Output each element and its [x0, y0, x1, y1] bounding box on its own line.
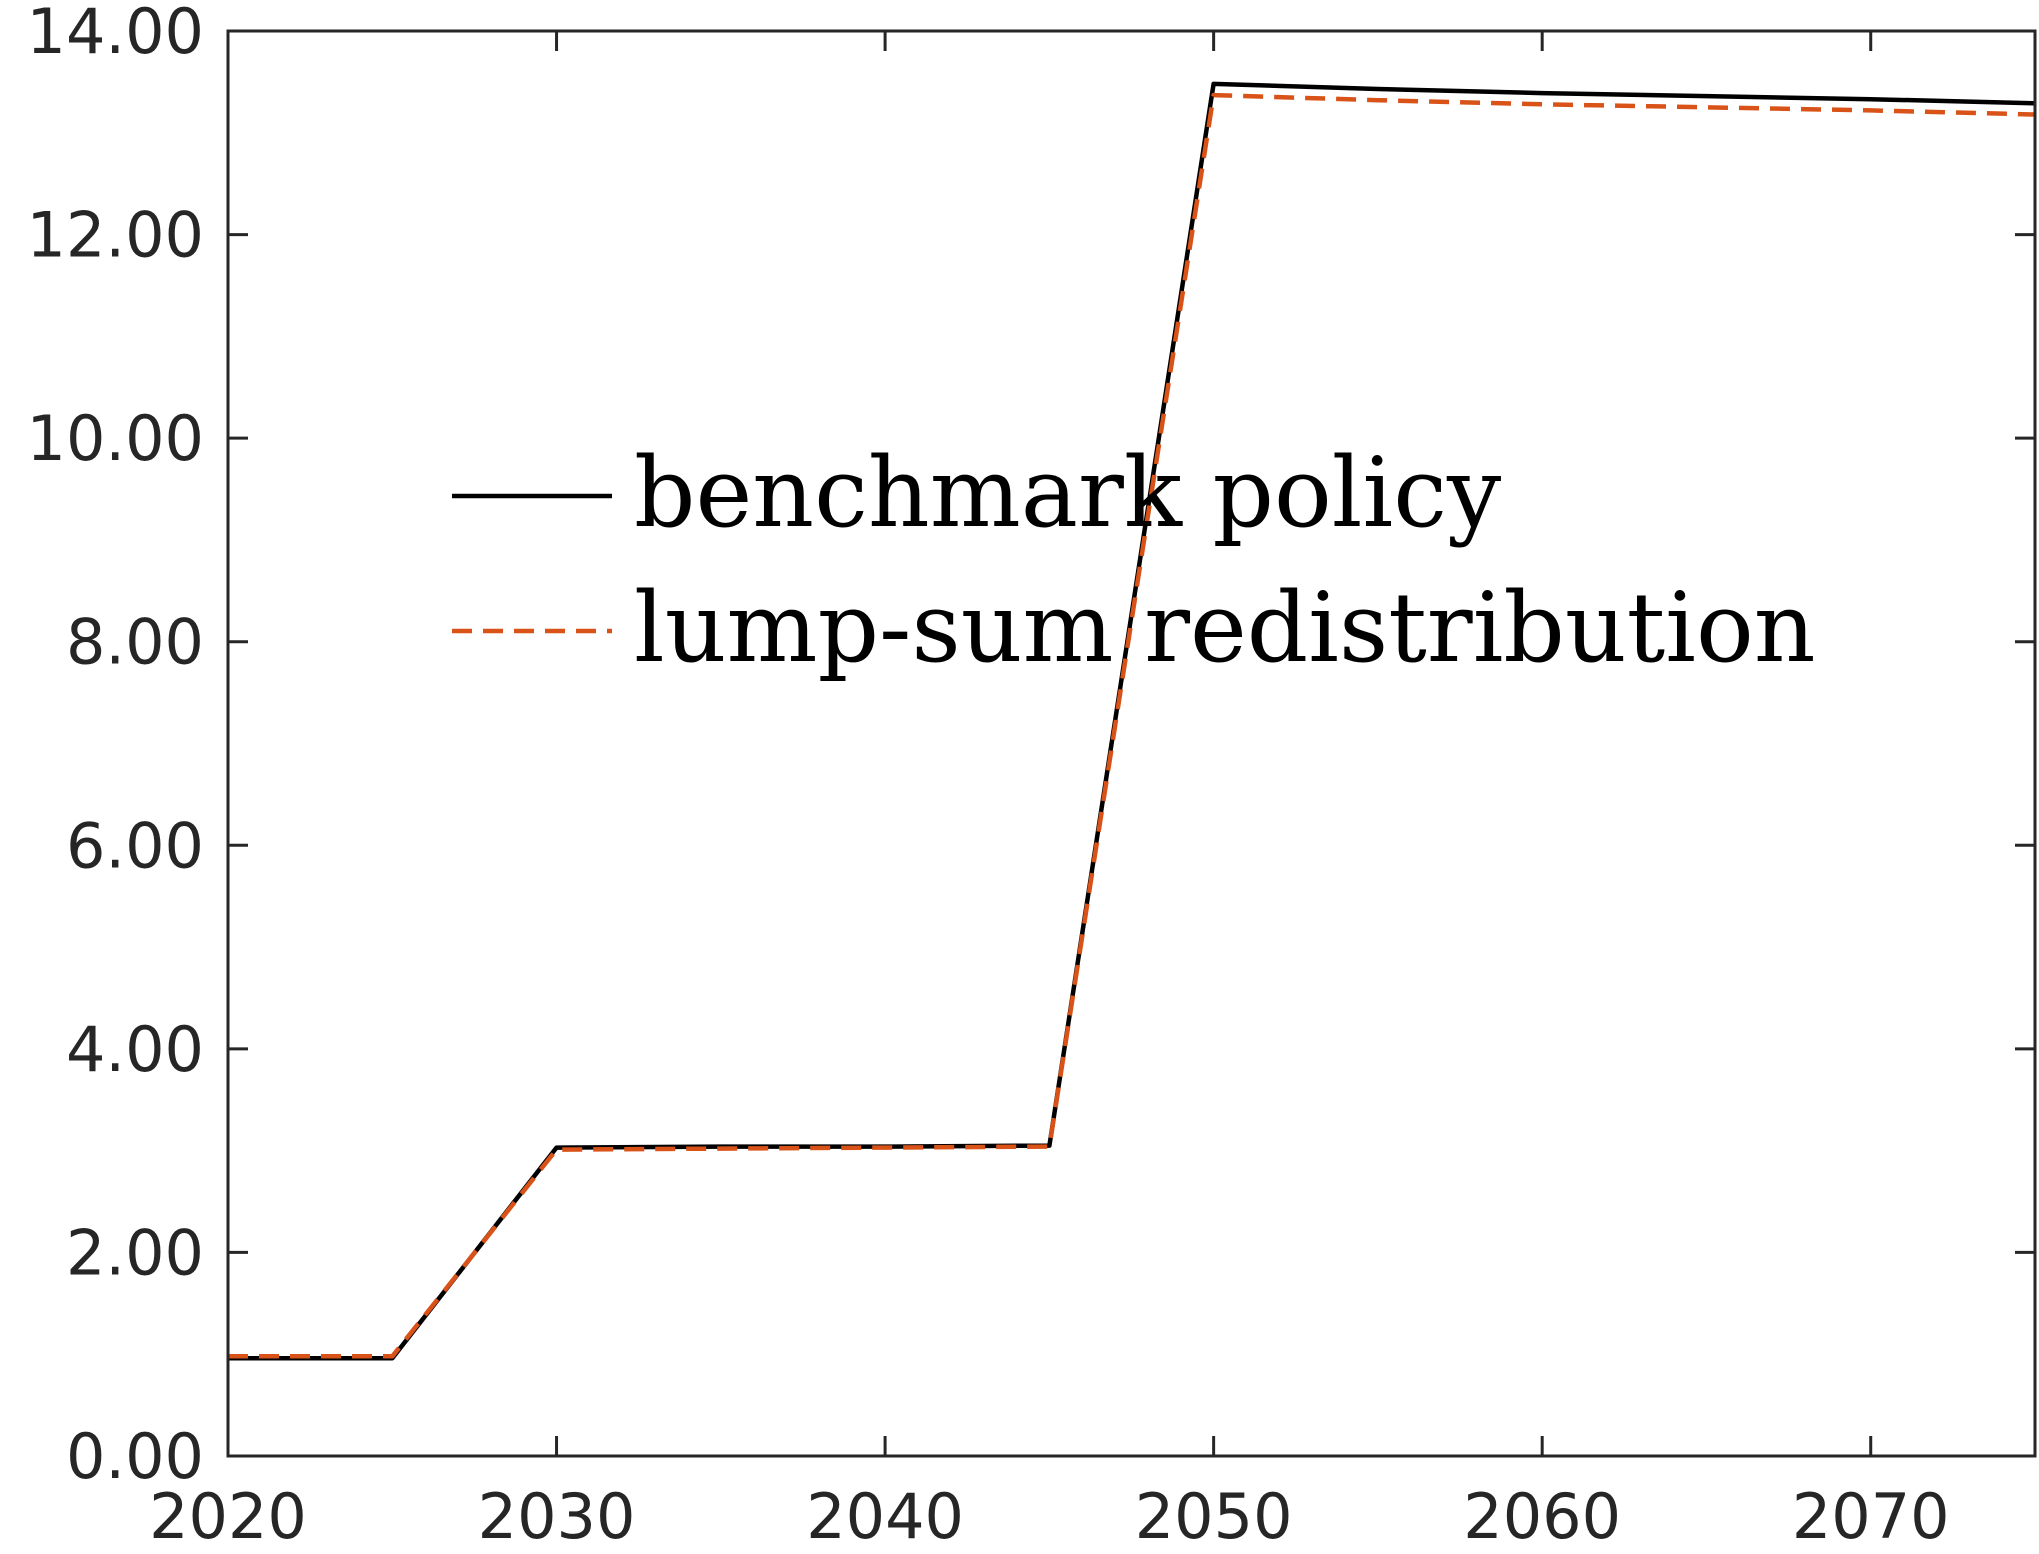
axis-ticks	[226, 29, 2035, 1458]
x-tick-label: 2040	[806, 1480, 964, 1553]
y-axis-tick-labels: 0.00 2.00 4.00 6.00 8.00 10.00 12.00 14.00	[27, 0, 205, 1493]
y-tick-label: 0.00	[66, 1420, 204, 1493]
benchmark-policy-line	[228, 81, 2036, 1361]
lump-sum-redistribution-line	[228, 92, 2036, 1359]
y-tick-label: 10.00	[27, 402, 205, 475]
series-lines	[228, 81, 2036, 1361]
y-tick-label: 14.00	[27, 0, 205, 68]
x-tick-label: 2060	[1463, 1480, 1621, 1553]
y-tick-label: 4.00	[66, 1013, 204, 1086]
x-axis-tick-labels: 2020 2030 2040 2050 2060 2070	[149, 1480, 1950, 1553]
y-tick-label: 6.00	[66, 809, 204, 882]
x-tick-label: 2030	[478, 1480, 636, 1553]
x-tick-label: 2050	[1135, 1480, 1293, 1553]
y-tick-label: 8.00	[66, 606, 204, 679]
y-tick-label: 12.00	[27, 199, 205, 272]
plot-area-frame	[226, 29, 2037, 1458]
x-tick-label: 2020	[149, 1480, 307, 1553]
legend: benchmark policy lump-sum redistribution	[452, 437, 1816, 684]
legend-label-lump-sum: lump-sum redistribution	[634, 572, 1816, 684]
legend-label-benchmark: benchmark policy	[634, 437, 1501, 549]
x-tick-label: 2070	[1792, 1480, 1950, 1553]
y-tick-label: 2.00	[66, 1216, 204, 1289]
